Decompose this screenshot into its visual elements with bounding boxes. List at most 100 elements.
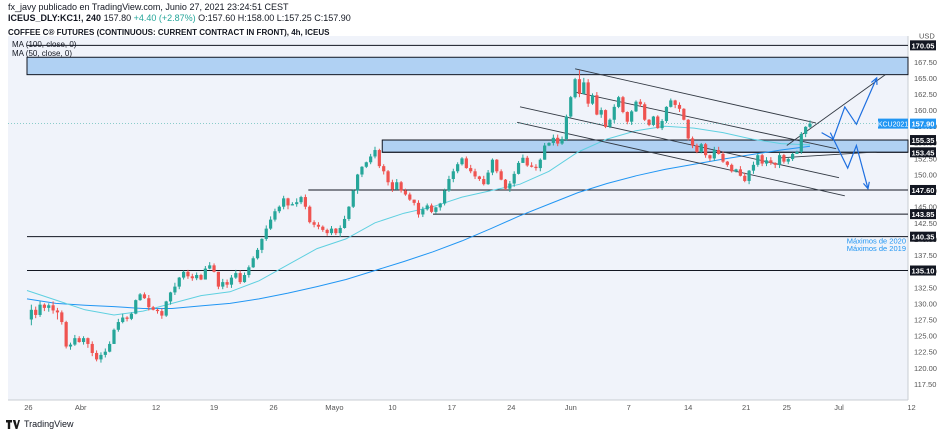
candle-body-14 (90, 343, 94, 353)
candle-body-92 (429, 205, 434, 212)
x-tick-label: Abr (75, 403, 87, 412)
candle-body-151 (686, 119, 690, 139)
candle-body-76 (360, 166, 364, 175)
candle-body-113 (521, 157, 525, 163)
candle-body-22 (125, 317, 129, 319)
candle-body-173 (782, 155, 786, 162)
candle-body-64 (308, 206, 312, 223)
level-tag-bg-0 (910, 40, 936, 51)
candle-body-0 (29, 309, 33, 320)
candle-body-7 (60, 312, 64, 323)
candle-body-34 (177, 277, 181, 287)
candle-body-140 (638, 101, 642, 105)
candle-body-27 (147, 298, 151, 308)
candle-body-149 (677, 104, 682, 109)
candle-body-111 (512, 173, 516, 184)
level-tag-bg-1 (910, 135, 936, 146)
candle-body-24 (134, 300, 138, 314)
indicator-ma-50[interactable]: MA (50, close, 0) (12, 49, 73, 58)
candle-body-25 (138, 294, 142, 301)
level-tag-6: 135.10 (912, 267, 935, 276)
candle-body-102 (473, 171, 477, 177)
candle-body-42 (212, 265, 216, 272)
candle-body-67 (321, 226, 325, 230)
candle-body-120 (551, 137, 555, 143)
candle-body-82 (386, 171, 390, 183)
candle-body-124 (569, 97, 573, 117)
candle-body-115 (530, 165, 534, 167)
candle-body-52 (255, 249, 260, 259)
candle-body-33 (173, 286, 177, 293)
candle-body-41 (208, 265, 212, 269)
candle-body-106 (490, 159, 495, 173)
candle-body-100 (464, 158, 468, 169)
y-tick-label: 125.00 (914, 332, 937, 341)
candle-body-138 (630, 111, 634, 122)
candle-body-51 (251, 258, 255, 268)
candle-body-167 (756, 155, 760, 165)
candle-body-31 (164, 301, 168, 316)
candle-body-29 (155, 309, 160, 312)
candle-body-8 (64, 322, 68, 347)
ohlc-values: O:157.60 H:158.00 L:157.25 C:157.90 (198, 13, 351, 23)
annotation-0: Máximos de 2020 (847, 237, 906, 246)
candle-body-74 (351, 190, 355, 207)
last-price-tag: 157.90 (912, 120, 935, 129)
candle-body-93 (434, 207, 438, 212)
candle-body-62 (299, 197, 303, 203)
candle-body-1 (34, 309, 38, 315)
candle-body-85 (399, 182, 403, 191)
y-tick-label: 150.00 (914, 171, 937, 180)
candle-body-99 (460, 158, 464, 165)
candle-body-43 (216, 271, 220, 287)
tradingview-logo-icon[interactable] (6, 419, 20, 429)
candle-body-168 (760, 155, 764, 164)
ma-100-line (26, 145, 811, 309)
instrument-title: COFFEE C® FUTURES (CONTINUOUS: CURRENT C… (8, 28, 330, 37)
candle-body-103 (477, 176, 481, 180)
candle-body-98 (456, 164, 460, 172)
candle-body-110 (508, 183, 512, 189)
indicator-ma-100[interactable]: MA (100, close, 0) (12, 40, 77, 49)
candle-body-69 (329, 228, 334, 234)
candle-body-155 (704, 144, 708, 156)
candle-body-153 (695, 145, 699, 152)
candle-body-126 (577, 79, 582, 94)
candle-body-72 (342, 218, 347, 228)
candle-body-134 (612, 106, 616, 120)
candle-body-108 (499, 171, 503, 180)
candle-body-132 (603, 110, 608, 127)
trendline-4 (786, 74, 886, 146)
level-tag-bg-5 (910, 231, 936, 242)
candle-body-101 (469, 168, 473, 172)
candle-body-148 (673, 100, 677, 105)
y-tick-label: 145.00 (914, 203, 937, 212)
candle-body-6 (55, 310, 60, 313)
candle-body-154 (699, 144, 703, 152)
candle-body-80 (377, 150, 381, 167)
projection-arrowhead-0 (870, 76, 878, 85)
candle-body-156 (708, 155, 712, 159)
candle-body-177 (799, 133, 803, 152)
candle-body-172 (777, 155, 782, 165)
chart-background (8, 36, 908, 414)
candle-body-70 (334, 228, 338, 234)
x-tick-label: Jun (565, 403, 577, 412)
tradingview-brand[interactable]: TradingView (24, 419, 74, 429)
candle-body-162 (734, 169, 738, 172)
candle-body-15 (95, 352, 99, 360)
candle-body-47 (234, 273, 238, 278)
candle-body-21 (121, 317, 125, 323)
currency-label: USD (919, 32, 935, 41)
candle-body-59 (286, 198, 290, 206)
candle-body-160 (725, 161, 729, 165)
candle-body-58 (282, 198, 286, 207)
y-tick-label: 120.00 (914, 364, 937, 373)
candle-body-145 (660, 121, 664, 129)
candle-body-20 (116, 322, 120, 330)
candle-body-71 (338, 227, 342, 234)
y-tick-label: 127.50 (914, 315, 937, 324)
candle-body-87 (408, 194, 412, 200)
candle-body-12 (81, 338, 86, 343)
